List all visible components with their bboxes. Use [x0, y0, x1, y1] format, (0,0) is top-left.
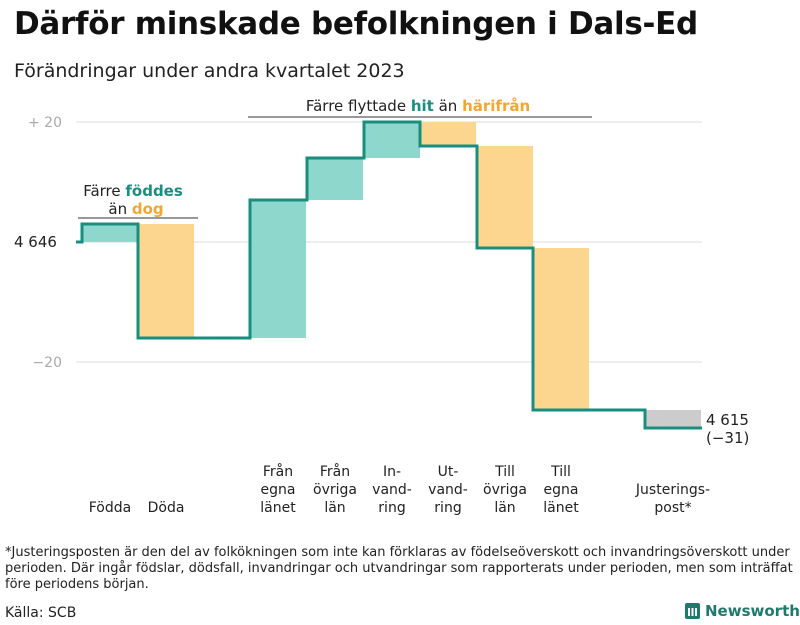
- category-label: län: [324, 500, 345, 516]
- waterfall-bar: [307, 158, 363, 200]
- bar-chart-icon: [685, 603, 700, 619]
- source-label: Källa: SCB: [5, 605, 77, 621]
- waterfall-bar: [645, 410, 701, 428]
- cumulative-step-line: [76, 120, 702, 430]
- category-label: Från: [320, 463, 350, 480]
- category-label: vand-: [372, 482, 412, 498]
- category-label: In-: [383, 464, 401, 480]
- category-label: egna: [544, 482, 579, 498]
- category-label: länet: [543, 500, 579, 516]
- category-label: Döda: [148, 500, 185, 516]
- category-label: vand-: [428, 482, 468, 498]
- waterfall-bar: [420, 122, 476, 146]
- waterfall-bar: [533, 248, 589, 410]
- category-label: övriga: [483, 482, 527, 498]
- category-label: ring: [434, 500, 461, 516]
- category-label: Ut-: [438, 464, 459, 480]
- category-label: Justerings-: [635, 482, 710, 498]
- footnote: *Justeringsposten är den del av folkökni…: [5, 545, 793, 592]
- category-label: post*: [654, 500, 691, 516]
- category-label: ring: [378, 500, 405, 516]
- waterfall-bar: [477, 146, 533, 248]
- end-value-label: 4 615: [706, 411, 749, 429]
- category-label: Födda: [89, 500, 131, 516]
- category-label: Till: [494, 464, 515, 480]
- category-label: övriga: [313, 482, 357, 498]
- category-label: egna: [261, 482, 296, 498]
- y-tick-label: + 20: [28, 115, 62, 131]
- category-label: län: [494, 500, 515, 516]
- chart-title: Därför minskade befolkningen i Dals-Ed: [14, 6, 698, 42]
- births-annotation-line1: Färre föddes: [83, 182, 183, 200]
- waterfall-chart: + 20 −20 4 646 4 615(−31) Födda Döda Från egna l…: [14, 97, 749, 516]
- brand-name: Newsworthy: [705, 602, 800, 620]
- start-value-label: 4 646: [14, 233, 57, 251]
- newsworthy-logo[interactable]: Newsworthy: [685, 602, 800, 620]
- chart-subtitle: Förändringar under andra kvartalet 2023: [14, 60, 405, 82]
- end-change-label: (−31): [706, 429, 749, 447]
- category-label: länet: [260, 500, 296, 516]
- category-label: Till: [550, 464, 571, 480]
- y-tick-label: −20: [32, 355, 62, 371]
- waterfall-bar: [364, 122, 420, 158]
- moves-annotation: Färre flyttade hit än härifrån: [306, 97, 530, 115]
- category-label: Från: [263, 463, 293, 480]
- births-annotation-line2: än dog: [108, 200, 163, 218]
- waterfall-bar: [82, 224, 138, 242]
- waterfall-bar: [250, 200, 306, 338]
- waterfall-bar: [138, 224, 194, 338]
